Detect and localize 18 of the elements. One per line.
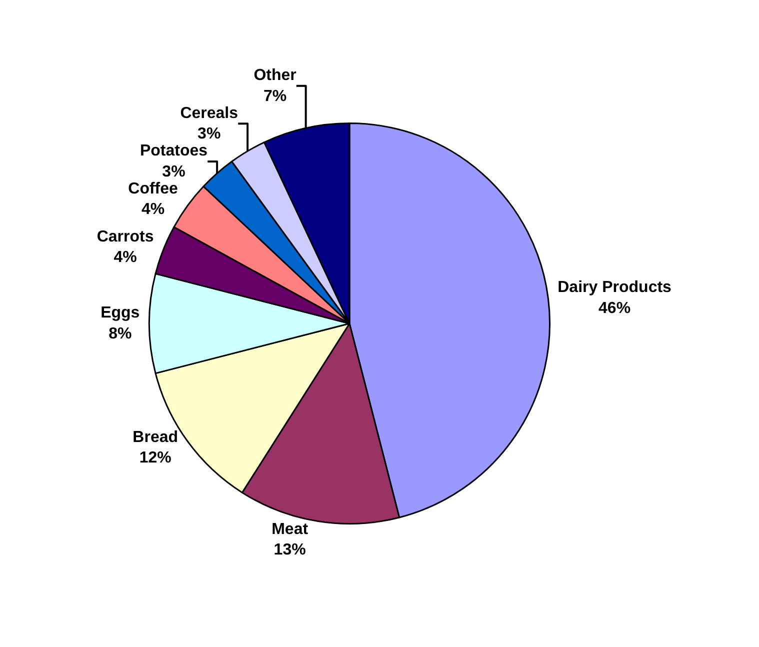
slice-label: Cereals	[180, 104, 238, 122]
data-label: 46%	[598, 300, 631, 318]
data-label: 12%	[139, 450, 172, 467]
slice-label: Coffee	[128, 180, 178, 198]
data-label: 3%	[198, 126, 221, 143]
slice-label: Carrots	[96, 228, 154, 246]
slice-label: Bread	[132, 428, 178, 446]
data-label: 13%	[274, 542, 306, 559]
data-label: 7%	[263, 88, 287, 105]
data-label: 3%	[162, 163, 186, 180]
slice-label: Meat	[272, 520, 309, 538]
data-label: 4%	[114, 249, 137, 266]
data-label: 8%	[108, 325, 132, 342]
slice-label: Other	[254, 66, 296, 84]
slice-label: Eggs	[100, 304, 140, 322]
slice-label: Potatoes	[140, 142, 208, 160]
slice-label: Dairy Products	[558, 279, 672, 296]
data-label: 4%	[141, 201, 165, 218]
